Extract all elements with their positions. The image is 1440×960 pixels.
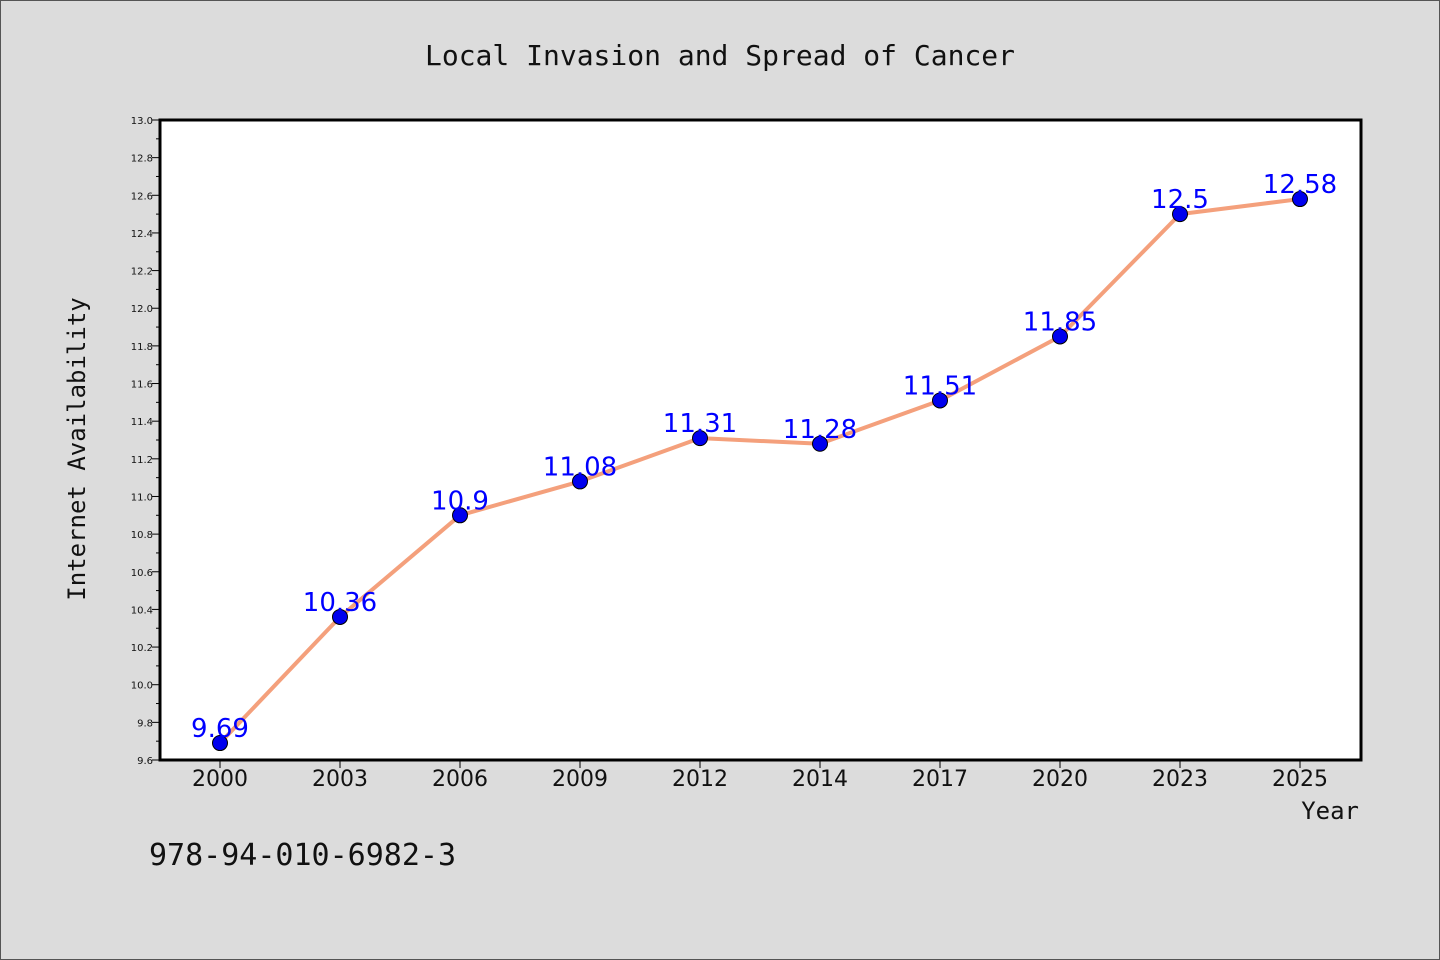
- x-axis: 2000 2003 2006 2009 2012 2014 2017 2020 2023 2025: [192, 760, 1328, 792]
- data-label: 11.28: [783, 415, 857, 445]
- chart-title: Local Invasion and Spread of Cancer: [425, 39, 1015, 72]
- x-axis-label: Year: [1301, 797, 1359, 825]
- data-label: 12.58: [1263, 170, 1337, 200]
- data-point: [1172, 206, 1188, 223]
- x-tick-label: 2000: [192, 767, 248, 792]
- y-tick-label: 9.6: [137, 756, 153, 767]
- y-tick-label: 11.8: [131, 342, 153, 353]
- y-tick-label: 10.0: [131, 681, 153, 692]
- y-tick-label: 11.6: [131, 380, 153, 391]
- data-label: 11.08: [543, 452, 617, 482]
- x-tick-label: 2020: [1032, 767, 1088, 792]
- y-axis: 9.6 9.8 10.0 10.2 10.4 10.6 10.8 11.0 11.2 11.4 11…: [131, 116, 160, 767]
- y-tick-label: 13.0: [131, 116, 153, 127]
- y-tick-label: 12.6: [131, 191, 153, 202]
- y-tick-label: 12.4: [131, 229, 153, 240]
- data-point: [1292, 191, 1308, 208]
- data-point: [1052, 328, 1068, 345]
- y-tick-label: 9.8: [137, 718, 153, 729]
- series-group: 9.69 10.36 10.9 11.08 11.31 11.28 11.51 11.85 12…: [191, 170, 1337, 752]
- x-tick-label: 2017: [912, 767, 968, 792]
- y-tick-label: 10.4: [131, 605, 153, 616]
- data-label: 10.9: [431, 486, 489, 516]
- x-tick-label: 2003: [312, 767, 368, 792]
- y-axis-label: Internet Availability: [63, 297, 91, 600]
- y-tick-label: 10.8: [131, 530, 153, 541]
- footer-isbn: 978-94-010-6982-3: [149, 838, 456, 873]
- y-tick-label: 11.4: [131, 417, 153, 428]
- data-label: 10.36: [303, 588, 377, 618]
- y-tick-label: 11.0: [131, 492, 153, 503]
- y-tick-label: 10.6: [131, 568, 153, 579]
- data-label: 11.85: [1023, 307, 1097, 337]
- data-point: [572, 473, 588, 490]
- data-point: [932, 392, 948, 409]
- x-tick-label: 2009: [552, 767, 608, 792]
- data-label: 12.5: [1151, 185, 1209, 215]
- series-line: [218, 197, 1301, 745]
- x-tick-label: 2014: [792, 767, 848, 792]
- x-tick-label: 2012: [672, 767, 728, 792]
- data-point: [692, 430, 708, 447]
- data-point: [332, 608, 348, 625]
- data-label: 9.69: [191, 714, 249, 744]
- data-point: [212, 735, 228, 752]
- y-tick-label: 12.2: [131, 267, 153, 278]
- y-tick-label: 11.2: [131, 455, 153, 466]
- data-point: [812, 435, 828, 452]
- data-label: 11.51: [903, 371, 977, 401]
- y-tick-label: 12.8: [131, 154, 153, 165]
- data-label: 11.31: [663, 409, 737, 439]
- x-tick-label: 2006: [432, 767, 488, 792]
- y-tick-label: 10.2: [131, 643, 153, 654]
- x-tick-label: 2023: [1152, 767, 1208, 792]
- x-tick-label: 2025: [1272, 767, 1328, 792]
- data-point: [452, 507, 468, 524]
- y-tick-label: 12.0: [131, 304, 153, 315]
